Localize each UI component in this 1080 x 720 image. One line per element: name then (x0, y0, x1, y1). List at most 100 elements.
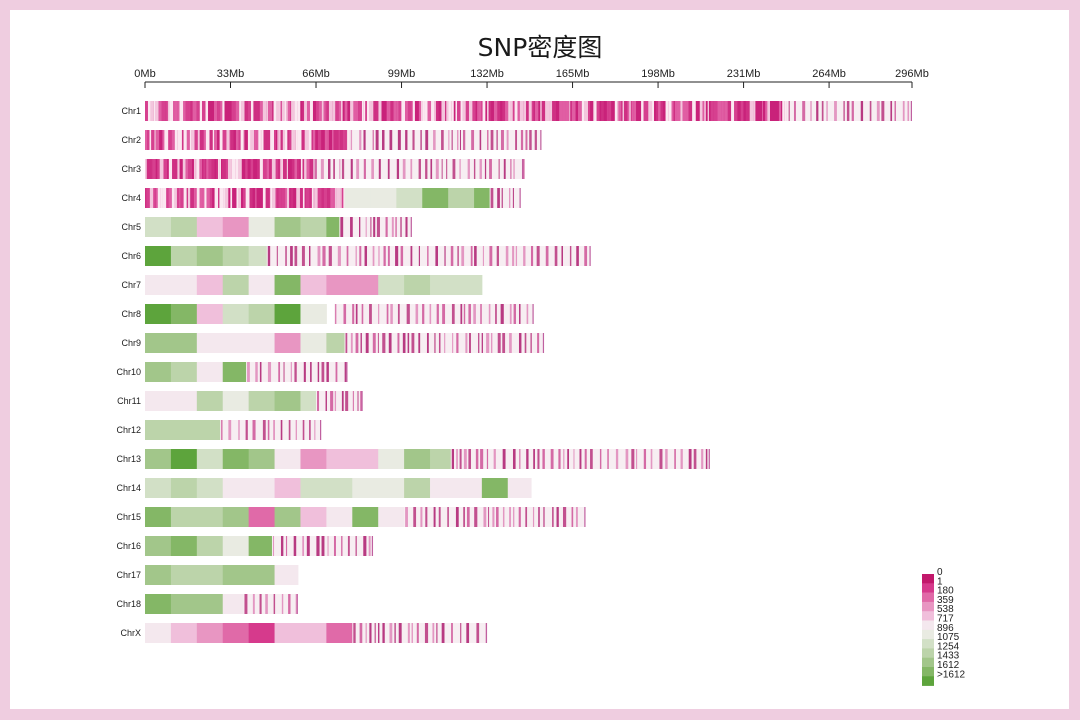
density-stripe (344, 101, 348, 121)
chromosome-label: Chr12 (116, 425, 141, 435)
density-stripe (821, 101, 824, 121)
density-stripe (162, 130, 165, 150)
density-stripe (675, 101, 677, 121)
density-stripe (641, 101, 644, 121)
density-stripe (315, 130, 317, 150)
density-stripe (352, 391, 354, 411)
density-bin (430, 449, 452, 469)
density-stripe (810, 101, 812, 121)
density-stripe (793, 101, 796, 121)
density-stripe (241, 159, 246, 179)
density-stripe (382, 623, 385, 643)
density-stripe (373, 217, 376, 237)
chromosome-row: Chr7 (121, 275, 483, 295)
density-stripe (316, 130, 318, 150)
density-stripe (537, 333, 540, 353)
density-stripe (627, 101, 630, 121)
density-stripe (514, 101, 518, 121)
chromosome-label: Chr4 (121, 193, 141, 203)
density-stripe (360, 333, 362, 353)
x-tick-label: 99Mb (388, 68, 416, 80)
density-stripe (386, 304, 389, 324)
density-stripe (515, 130, 518, 150)
density-stripe (262, 159, 267, 179)
density-stripe (199, 188, 203, 208)
density-stripe (266, 130, 271, 150)
chromosome-row: Chr15 (116, 507, 586, 527)
density-stripe (519, 304, 521, 324)
density-stripe (342, 130, 346, 150)
density-stripe (512, 449, 516, 469)
density-stripe (383, 246, 386, 266)
density-stripe (230, 130, 234, 150)
density-stripe (350, 159, 353, 179)
chromosome-label: Chr17 (116, 570, 141, 580)
density-stripe (235, 159, 239, 179)
density-stripe (240, 130, 244, 150)
density-stripe (252, 594, 255, 614)
density-stripe (359, 246, 362, 266)
density-stripe (570, 101, 572, 121)
density-stripe (788, 101, 790, 121)
density-stripe (176, 188, 180, 208)
density-stripe (618, 101, 622, 121)
density-bin (196, 333, 224, 353)
density-bin (430, 478, 457, 498)
density-stripe (284, 101, 287, 121)
density-stripe (353, 101, 357, 121)
density-stripe (281, 159, 283, 179)
density-bin (222, 507, 250, 527)
density-stripe (155, 159, 158, 179)
density-stripe (395, 246, 399, 266)
density-stripe (486, 333, 490, 353)
density-stripe (276, 130, 278, 150)
density-stripe (365, 101, 367, 121)
density-stripe (603, 101, 607, 121)
density-stripe (345, 130, 348, 150)
density-stripe (294, 362, 297, 382)
density-stripe (286, 159, 289, 179)
density-stripe (363, 159, 366, 179)
density-stripe (156, 188, 158, 208)
density-stripe (323, 101, 326, 121)
density-stripe (327, 536, 329, 556)
density-stripe (267, 246, 271, 266)
density-stripe (382, 333, 386, 353)
density-stripe (321, 362, 325, 382)
density-stripe (358, 101, 362, 121)
chromosome-row: Chr9 (121, 333, 545, 353)
density-bin (300, 478, 327, 498)
density-bin (404, 449, 431, 469)
density-stripe (287, 101, 291, 121)
density-stripe (542, 333, 545, 353)
density-stripe (753, 101, 756, 121)
density-stripe (375, 130, 379, 150)
density-stripe (181, 130, 183, 150)
density-stripe (478, 101, 482, 121)
density-stripe (680, 449, 683, 469)
density-bin (274, 565, 299, 585)
density-stripe (372, 246, 375, 266)
density-stripe (309, 159, 313, 179)
density-stripe (686, 101, 689, 121)
density-bin (248, 478, 276, 498)
density-stripe (461, 246, 465, 266)
density-stripe (478, 333, 480, 353)
density-stripe (182, 130, 184, 150)
density-stripe (460, 623, 462, 643)
density-stripe (438, 507, 441, 527)
chromosome-label: Chr13 (116, 454, 141, 464)
density-stripe (278, 362, 281, 382)
density-stripe (247, 159, 251, 179)
legend-label: 717 (937, 614, 954, 625)
density-stripe (350, 101, 354, 121)
density-stripe (204, 188, 207, 208)
density-stripe (881, 101, 885, 121)
density-bin (248, 449, 276, 469)
density-stripe (468, 101, 473, 121)
density-stripe (363, 130, 366, 150)
density-stripe (267, 420, 270, 440)
density-stripe (505, 101, 509, 121)
density-bin (145, 623, 172, 643)
